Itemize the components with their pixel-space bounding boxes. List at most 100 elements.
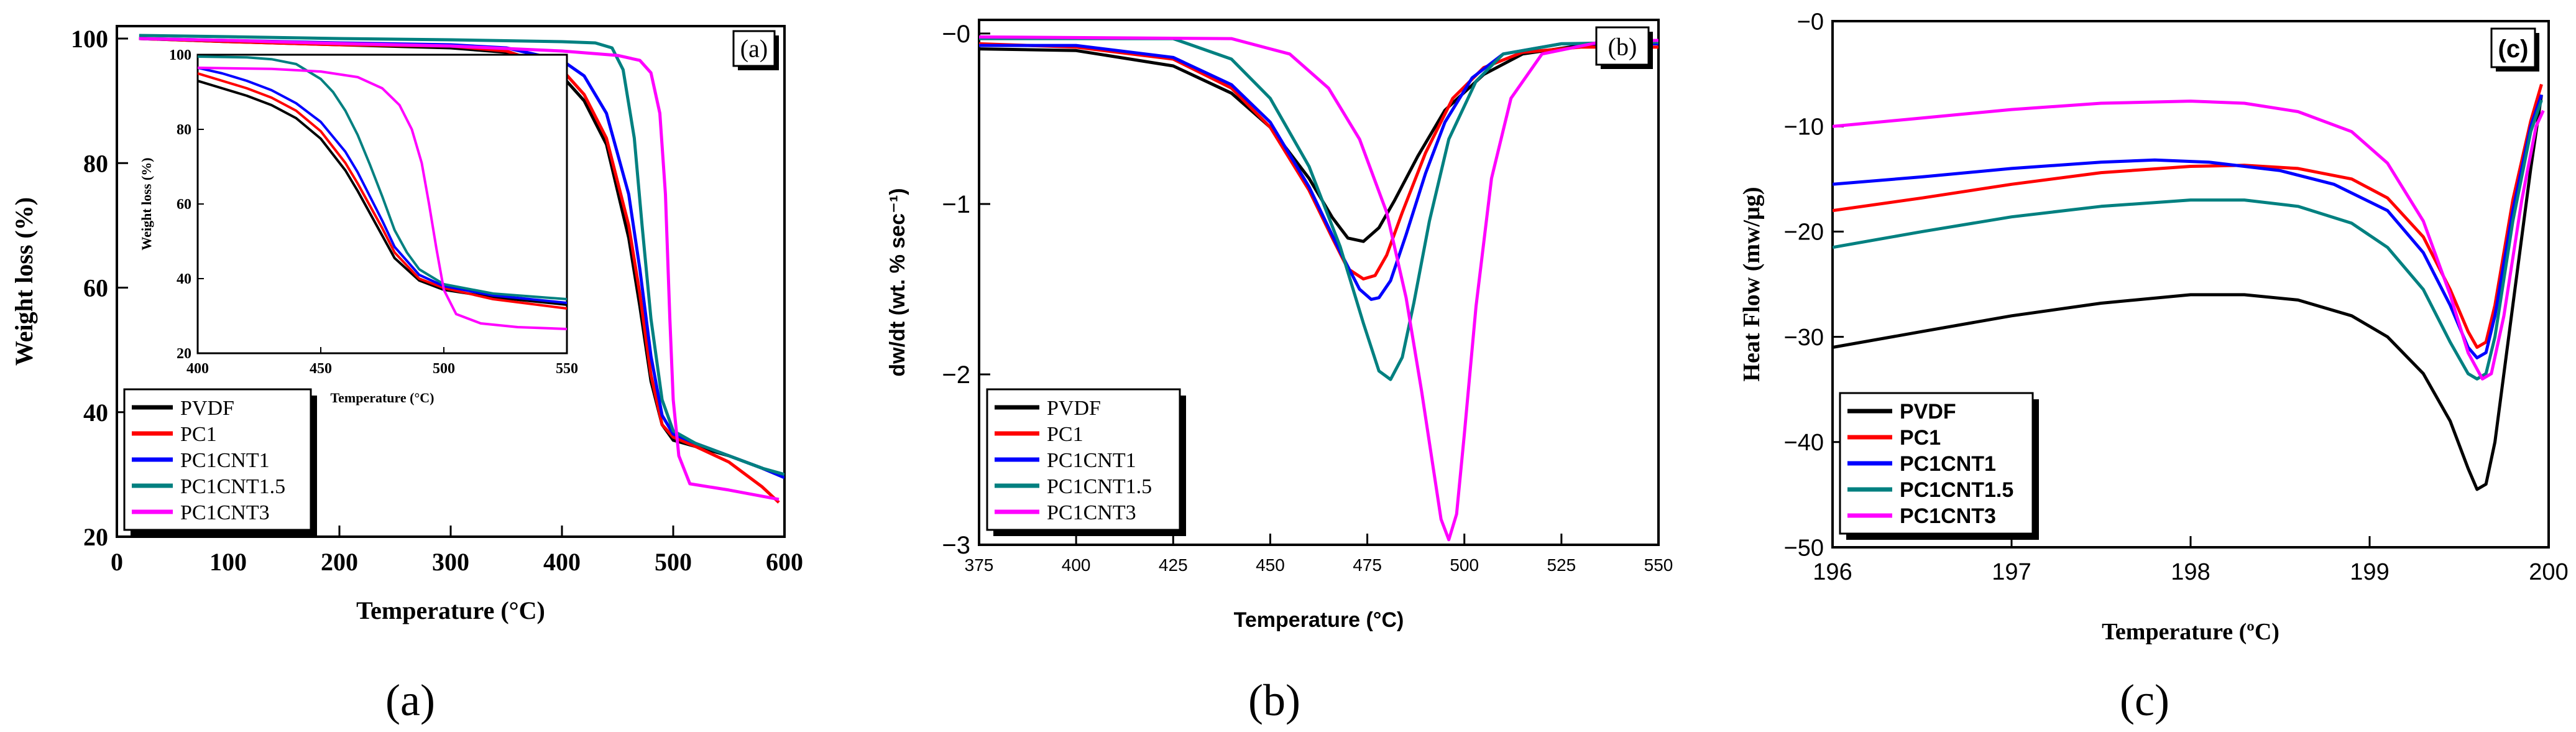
panel-b-ytick-label: −2 <box>942 361 970 389</box>
panel-a-xtick-label: 200 <box>321 548 358 576</box>
panel-a-ytick-label: 80 <box>83 149 108 177</box>
panel-c-series-pc1cnt3 <box>1833 100 2545 381</box>
panel-b-ytick-label: −3 <box>942 532 970 559</box>
panel-a-xtick-label: 500 <box>655 548 692 576</box>
panel-b-legend-label-pc1cnt1-5: PC1CNT1.5 <box>1047 475 1152 498</box>
panel-a-xtick-label: 400 <box>543 548 581 576</box>
panel-c-xtick-label: 196 <box>1813 559 1852 585</box>
panel-b-plot-frame <box>978 19 1660 546</box>
panel-a-xtick-label: 100 <box>209 548 247 576</box>
inset-xtick-label: 550 <box>556 361 578 377</box>
panel-b-xtick-label: 400 <box>1062 555 1091 575</box>
inset-xtick-label: 450 <box>310 361 332 377</box>
panel-b-xtick-label: 425 <box>1159 555 1188 575</box>
panel-b-ytick-label: −0 <box>942 21 970 48</box>
panel-b-xlabel: Temperature (°C) <box>1234 608 1404 632</box>
panel-c-panel-label-box <box>2490 27 2536 68</box>
panel-c-series-pc1 <box>1833 83 2543 349</box>
panel-b-xtick-label: 450 <box>1256 555 1285 575</box>
panel-a-xtick-label: 300 <box>432 548 469 576</box>
panel-c-legend-label-pc1: PC1 <box>1900 426 1941 450</box>
panel-b-series-pc1cnt1 <box>979 42 1658 301</box>
panel-b-xtick-label: 475 <box>1353 555 1382 575</box>
caption-a: (a) <box>385 675 435 725</box>
panel-b-panel-label: (b) <box>1608 32 1637 60</box>
panel-b-xtick-label: 500 <box>1450 555 1479 575</box>
panel-a-xlabel: Temperature (°C) <box>356 596 545 624</box>
inset-series-pvdf <box>198 80 567 306</box>
panel-c-legend-label-pc1cnt3: PC1CNT3 <box>1900 504 1996 528</box>
panel-a-ytick-label: 40 <box>83 399 108 427</box>
inset-plot-frame <box>196 53 568 354</box>
panel-c-series-pc1cnt1-5 <box>1833 100 2543 381</box>
panel-a-chart: 0 100 200 300 400 500 600 20 40 60 80 100 Temperatur… <box>10 25 803 624</box>
inset-ytick-label: 20 <box>177 346 191 362</box>
inset-xtick-label: 400 <box>186 361 209 377</box>
panel-b-panel-label-box <box>1595 26 1650 66</box>
panel-c-ytick-label: −20 <box>1784 220 1824 246</box>
panel-c-legend-label-pvdf: PVDF <box>1900 400 1956 424</box>
panel-b-chart: 375 400 425 450 475 500 525 550 −3 −2 −1 −0 Temperat… <box>886 19 1673 632</box>
panel-c-xtick-label: 197 <box>1992 559 2031 585</box>
panel-b-ytick-label: −1 <box>942 191 970 218</box>
panel-b-xtick-label: 525 <box>1547 555 1576 575</box>
inset-ytick-label: 60 <box>177 197 191 213</box>
panel-a-xtick-label: 600 <box>766 548 803 576</box>
panel-c-ytick-label: −50 <box>1784 535 1824 561</box>
panel-a-legend-label-pc1cnt1-5: PC1CNT1.5 <box>180 475 285 498</box>
panel-a-ytick-label: 100 <box>71 25 108 53</box>
inset-series-pc1cnt1 <box>198 67 567 304</box>
inset-series-group <box>198 55 567 330</box>
inset-series-pc1cnt3 <box>198 67 567 330</box>
panel-c-ytick-label: −10 <box>1784 114 1824 141</box>
panel-a-xtick-label: 0 <box>111 548 123 576</box>
panel-c-series-pc1cnt1 <box>1833 94 2543 359</box>
panel-c-panel-label: (c) <box>2498 35 2529 63</box>
panel-c-ytick-label: −0 <box>1797 9 1824 35</box>
panel-b-legend-label-pc1: PC1 <box>1047 423 1083 446</box>
panel-c-legend-label-pc1cnt1: PC1CNT1 <box>1900 452 1996 476</box>
panel-b-series-pc1cnt1-5 <box>979 37 1658 381</box>
panel-a-ytick-label: 60 <box>83 274 108 302</box>
panel-a-series-group <box>139 34 784 504</box>
panel-a-legend-label-pc1cnt3: PC1CNT3 <box>180 501 270 524</box>
panel-a-series-pc1cnt1-5 <box>139 34 784 476</box>
inset-ylabel: Weight loss (%) <box>139 157 154 250</box>
inset-ytick-label: 80 <box>177 122 191 138</box>
panel-b-ylabel: dw/dt (wt. % sec⁻¹) <box>886 188 909 376</box>
panel-c-xlabel: Temperature (ºC) <box>2102 619 2279 645</box>
panel-c-series-pvdf <box>1833 95 2543 491</box>
panel-a-legend-label-pvdf: PVDF <box>180 397 234 420</box>
panel-c-chart: 196 197 198 199 200 −50 −40 −30 −20 −10 −0 Temperat… <box>1739 9 2569 645</box>
panel-c-series-group <box>1833 83 2545 491</box>
inset-series-pc1cnt1-5 <box>198 55 567 300</box>
panel-b-series-pc1cnt3 <box>979 35 1658 542</box>
inset-series-pc1 <box>198 72 567 310</box>
panel-a-series-pc1cnt3 <box>139 37 780 501</box>
panel-a-ytick-label: 20 <box>83 523 108 551</box>
panel-c-xtick-label: 198 <box>2171 559 2210 585</box>
panel-c-ytick-label: −30 <box>1784 325 1824 351</box>
panel-b-legend-label-pc1cnt3: PC1CNT3 <box>1047 501 1136 524</box>
panel-b-series-pvdf <box>979 40 1658 243</box>
panel-a-panel-label-box <box>732 30 776 67</box>
panel-b-series-group <box>979 35 1658 542</box>
panel-b-legend-label-pvdf: PVDF <box>1047 397 1101 420</box>
caption-c: (c) <box>2120 675 2169 725</box>
inset-ytick-label: 100 <box>169 47 191 63</box>
panel-b-xtick-label: 375 <box>965 555 994 575</box>
inset-xlabel: Temperature (°C) <box>330 390 434 405</box>
panel-b-legend-label-pc1cnt1: PC1CNT1 <box>1047 449 1136 472</box>
panel-a-legend-label-pc1cnt1: PC1CNT1 <box>180 449 270 472</box>
inset-xtick-label: 500 <box>433 361 455 377</box>
panel-a-panel-label: (a) <box>740 34 768 62</box>
inset-ytick-label: 40 <box>177 271 191 287</box>
panel-c-ytick-label: −40 <box>1784 430 1824 456</box>
panel-c-legend-label-pc1cnt1-5: PC1CNT1.5 <box>1900 478 2013 502</box>
panel-a-ylabel: Weight loss (%) <box>10 197 38 366</box>
panel-b-xtick-label: 550 <box>1644 555 1673 575</box>
caption-b: (b) <box>1248 675 1300 725</box>
panel-c-xtick-label: 199 <box>2350 559 2389 585</box>
inset-chart: 400 450 500 550 20 40 60 80 100 Temperature (°C) W… <box>139 47 578 405</box>
